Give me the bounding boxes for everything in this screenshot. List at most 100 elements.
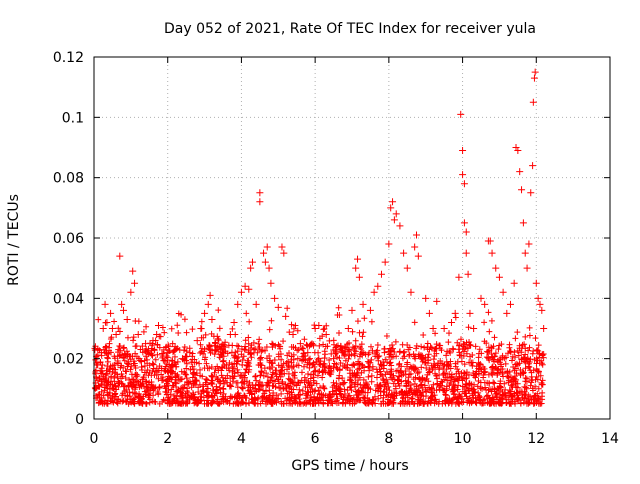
y-tick-label: 0.1 — [62, 110, 84, 126]
data-point — [392, 210, 400, 218]
data-point — [265, 264, 273, 272]
data-point — [429, 325, 437, 332]
data-point — [523, 264, 531, 272]
data-point — [532, 279, 540, 287]
data-point — [219, 349, 227, 357]
data-point — [492, 264, 500, 272]
data-point — [274, 303, 282, 311]
data-point — [241, 282, 249, 290]
data-point — [510, 279, 518, 287]
data-point — [516, 168, 524, 176]
data-point — [518, 186, 526, 194]
data-point — [247, 264, 255, 272]
data-point — [212, 340, 220, 348]
data-point — [204, 300, 212, 308]
data-point — [403, 264, 411, 272]
data-point — [208, 315, 216, 323]
y-axis-ticks: 0 0.02 0.04 0.06 0.08 0.1 0.12 — [53, 50, 610, 428]
data-point — [422, 294, 430, 302]
data-point — [529, 98, 537, 106]
data-point — [486, 237, 494, 245]
data-point — [234, 300, 242, 308]
data-point — [414, 252, 422, 260]
data-point — [101, 300, 109, 308]
data-point — [99, 325, 107, 332]
data-point — [477, 294, 485, 302]
data-point — [256, 198, 264, 206]
grid-lines — [94, 57, 610, 419]
data-point — [261, 258, 269, 266]
data-point — [519, 219, 527, 227]
data-point — [540, 325, 548, 332]
y-tick-label: 0.12 — [53, 50, 84, 66]
data-point — [129, 267, 137, 275]
x-axis-label: GPS time / hours — [291, 458, 408, 474]
data-point — [193, 337, 201, 345]
data-point — [451, 309, 459, 317]
data-point — [407, 288, 415, 296]
chart-title: Day 052 of 2021, Rate Of TEC Index for r… — [164, 21, 536, 37]
data-point — [400, 249, 408, 257]
data-point — [278, 243, 286, 251]
data-point — [411, 243, 419, 251]
data-point — [389, 198, 397, 206]
data-point — [390, 216, 398, 224]
data-point — [470, 325, 478, 332]
data-point — [112, 331, 120, 339]
data-point — [387, 204, 395, 212]
y-tick-label: 0.08 — [53, 171, 84, 187]
data-point — [506, 300, 514, 308]
data-point — [460, 180, 468, 188]
data-point — [385, 240, 393, 248]
data-point — [355, 273, 363, 281]
data-point — [529, 162, 537, 170]
data-point — [425, 309, 433, 317]
data-point — [226, 331, 234, 339]
data-point — [315, 321, 323, 329]
data-point — [164, 349, 172, 357]
data-point — [245, 285, 253, 293]
x-tick-label: 8 — [384, 431, 393, 447]
data-point — [197, 325, 205, 332]
y-tick-label: 0 — [75, 412, 84, 428]
data-point — [433, 297, 441, 305]
data-point — [153, 331, 161, 339]
data-point — [459, 171, 467, 179]
data-point — [396, 222, 404, 230]
data-point — [256, 189, 264, 197]
x-axis-ticks: 0 2 4 6 8 10 12 14 — [90, 57, 619, 447]
data-point — [514, 147, 522, 155]
data-point — [260, 249, 268, 257]
data-point — [296, 340, 304, 348]
data-point — [280, 249, 288, 257]
dense-band-markers — [91, 304, 547, 407]
y-axis-label: ROTI / TECUs — [6, 194, 22, 286]
data-point — [499, 288, 507, 296]
data-point — [374, 282, 382, 290]
data-point — [131, 279, 139, 287]
x-tick-label: 2 — [163, 431, 172, 447]
data-point — [536, 300, 544, 308]
dense-data-band — [91, 304, 547, 407]
data-point — [464, 270, 472, 278]
data-point — [538, 306, 546, 314]
data-point — [127, 288, 135, 296]
data-point — [116, 252, 124, 260]
data-point — [462, 228, 470, 236]
x-tick-label: 10 — [454, 431, 472, 447]
data-point — [413, 231, 420, 239]
data-points — [92, 68, 548, 378]
data-point — [134, 331, 142, 339]
data-point — [108, 325, 116, 332]
data-point — [527, 189, 535, 197]
data-point — [455, 273, 463, 281]
data-point — [282, 312, 290, 320]
data-point — [289, 331, 297, 339]
data-point — [237, 288, 245, 296]
data-point — [503, 309, 511, 317]
data-point — [531, 68, 539, 76]
data-point — [348, 306, 356, 314]
